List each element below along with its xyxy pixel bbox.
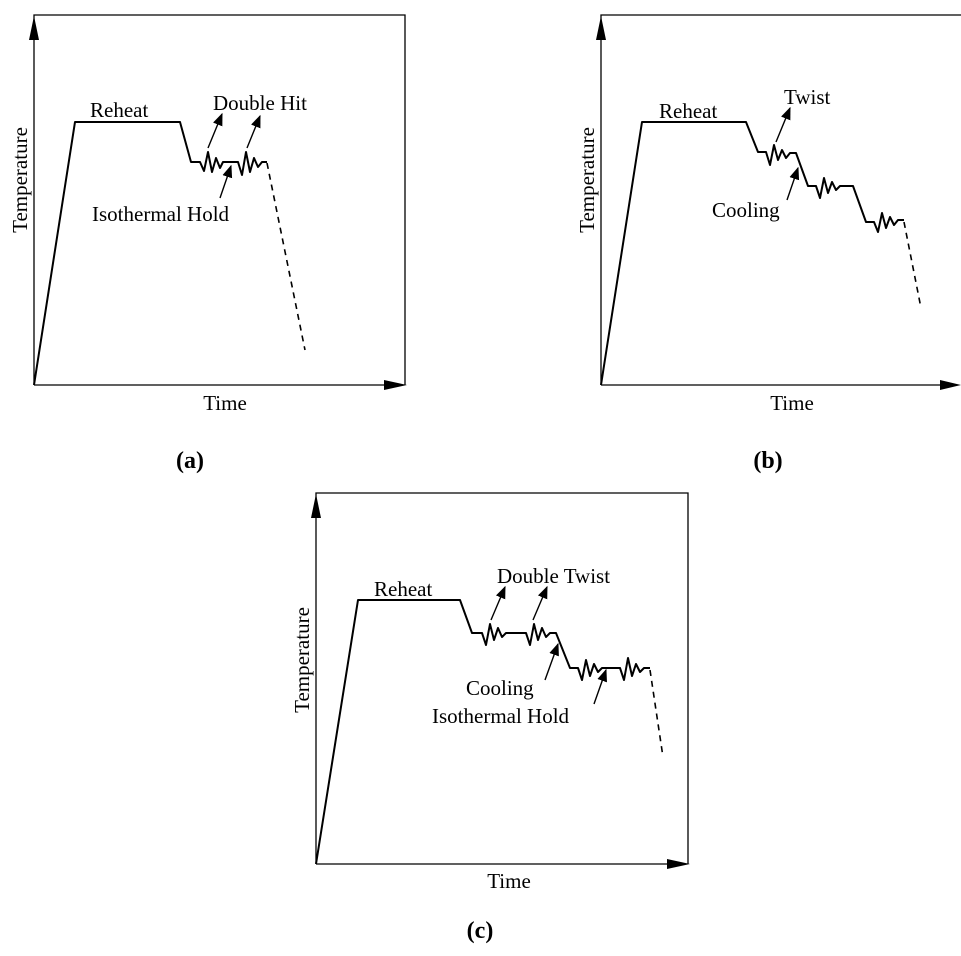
panel-a-y-axis-label: Temperature <box>8 127 32 233</box>
panel-a-quench-dashed-line <box>266 162 306 351</box>
panel-c-quench-dashed-line <box>649 669 664 758</box>
panel-b-plot-frame <box>600 14 961 385</box>
panel-b-x-axis-label: Time <box>770 391 814 415</box>
panel-c-caption: (c) <box>467 918 494 944</box>
panel-a-double-hit-arrow-2 <box>246 114 261 149</box>
panel-c-cooling-arrow <box>544 642 559 681</box>
panel-b-twist-label: Twist <box>784 85 831 109</box>
panel-c-double-twist-arrow-1 <box>490 585 506 621</box>
panel-b-cooling-arrow <box>786 166 800 201</box>
panel-b-temperature-curve <box>600 121 904 386</box>
panel-b-caption: (b) <box>753 448 782 474</box>
panel-a-caption: (a) <box>176 448 204 474</box>
panel-c: Reheat Double Twist Cooling Isothermal H… <box>290 492 690 944</box>
panel-a-double-hit-arrow-1 <box>207 112 223 149</box>
panel-b-y-axis-label: Temperature <box>575 127 599 233</box>
panel-c-y-axis-arrowhead <box>311 494 321 518</box>
panel-c-temperature-curve <box>315 599 650 865</box>
panel-c-isothermal-hold-label: Isothermal Hold <box>432 704 570 728</box>
panel-b-cooling-label: Cooling <box>712 198 780 222</box>
panel-c-y-axis-label: Temperature <box>290 607 314 713</box>
panel-a-hold-arrow <box>219 164 233 199</box>
panel-a-double-hit-label: Double Hit <box>213 91 307 115</box>
panel-c-double-twist-arrow-2 <box>532 585 548 621</box>
panel-b: Reheat Twist Cooling Time Temperature (b… <box>575 14 961 474</box>
panel-a-temperature-curve <box>33 121 267 386</box>
panel-c-plot-frame <box>315 492 689 864</box>
panel-c-x-axis-arrowhead <box>667 859 690 869</box>
panel-c-reheat-label: Reheat <box>374 577 432 601</box>
panel-a-isothermal-hold-label: Isothermal Hold <box>92 202 230 226</box>
panel-a-plot-frame <box>33 14 406 385</box>
panel-b-reheat-label: Reheat <box>659 99 717 123</box>
panel-c-double-twist-label: Double Twist <box>497 564 610 588</box>
panel-a: Reheat Double Hit Isothermal Hold Time T… <box>8 14 407 474</box>
panel-a-reheat-label: Reheat <box>90 98 148 122</box>
panel-b-y-axis-arrowhead <box>596 16 606 40</box>
panel-b-twist-arrow <box>775 106 791 143</box>
panel-a-x-axis-arrowhead <box>384 380 407 390</box>
panel-c-x-axis-label: Time <box>487 869 531 893</box>
panel-a-x-axis-label: Time <box>203 391 247 415</box>
panel-c-hold-arrow <box>593 668 607 705</box>
panel-a-y-axis-arrowhead <box>29 16 39 40</box>
panel-b-x-axis-arrowhead <box>940 380 961 390</box>
panel-c-cooling-label: Cooling <box>466 676 534 700</box>
panel-b-quench-dashed-line <box>903 221 922 309</box>
